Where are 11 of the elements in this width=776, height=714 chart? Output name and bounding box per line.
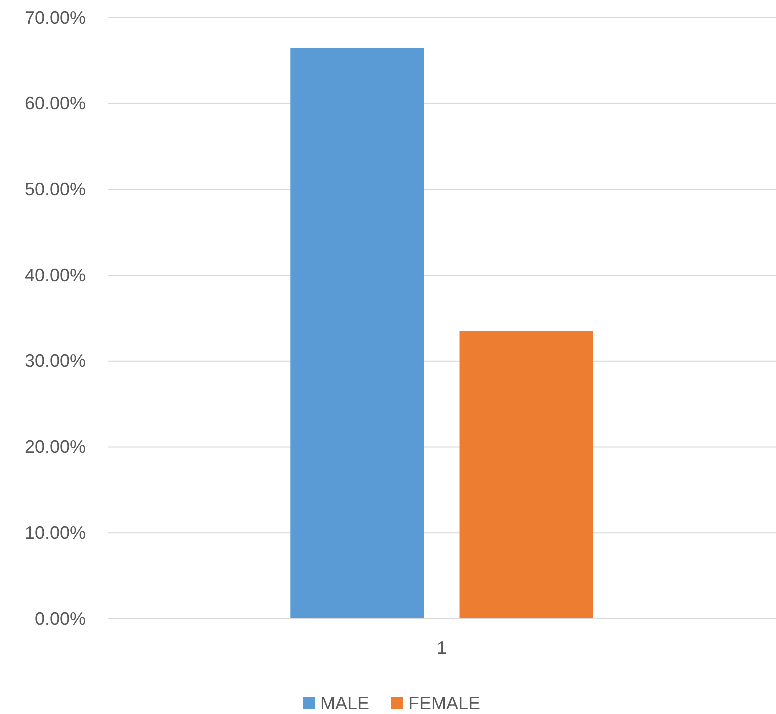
y-tick-label: 70.00% — [24, 8, 86, 28]
y-tick-label: 10.00% — [24, 522, 86, 543]
legend-label: FEMALE — [408, 694, 481, 714]
legend-label: MALE — [320, 694, 370, 714]
y-tick-label: 30.00% — [24, 351, 86, 372]
y-tick-label: 0.00% — [34, 608, 86, 629]
y-tick-label: 40.00% — [24, 265, 86, 286]
x-tick-label: 1 — [436, 638, 448, 658]
y-tick-label: 20.00% — [24, 437, 86, 458]
y-tick-label: 50.00% — [24, 179, 86, 200]
y-tick-label: 60.00% — [24, 94, 86, 114]
